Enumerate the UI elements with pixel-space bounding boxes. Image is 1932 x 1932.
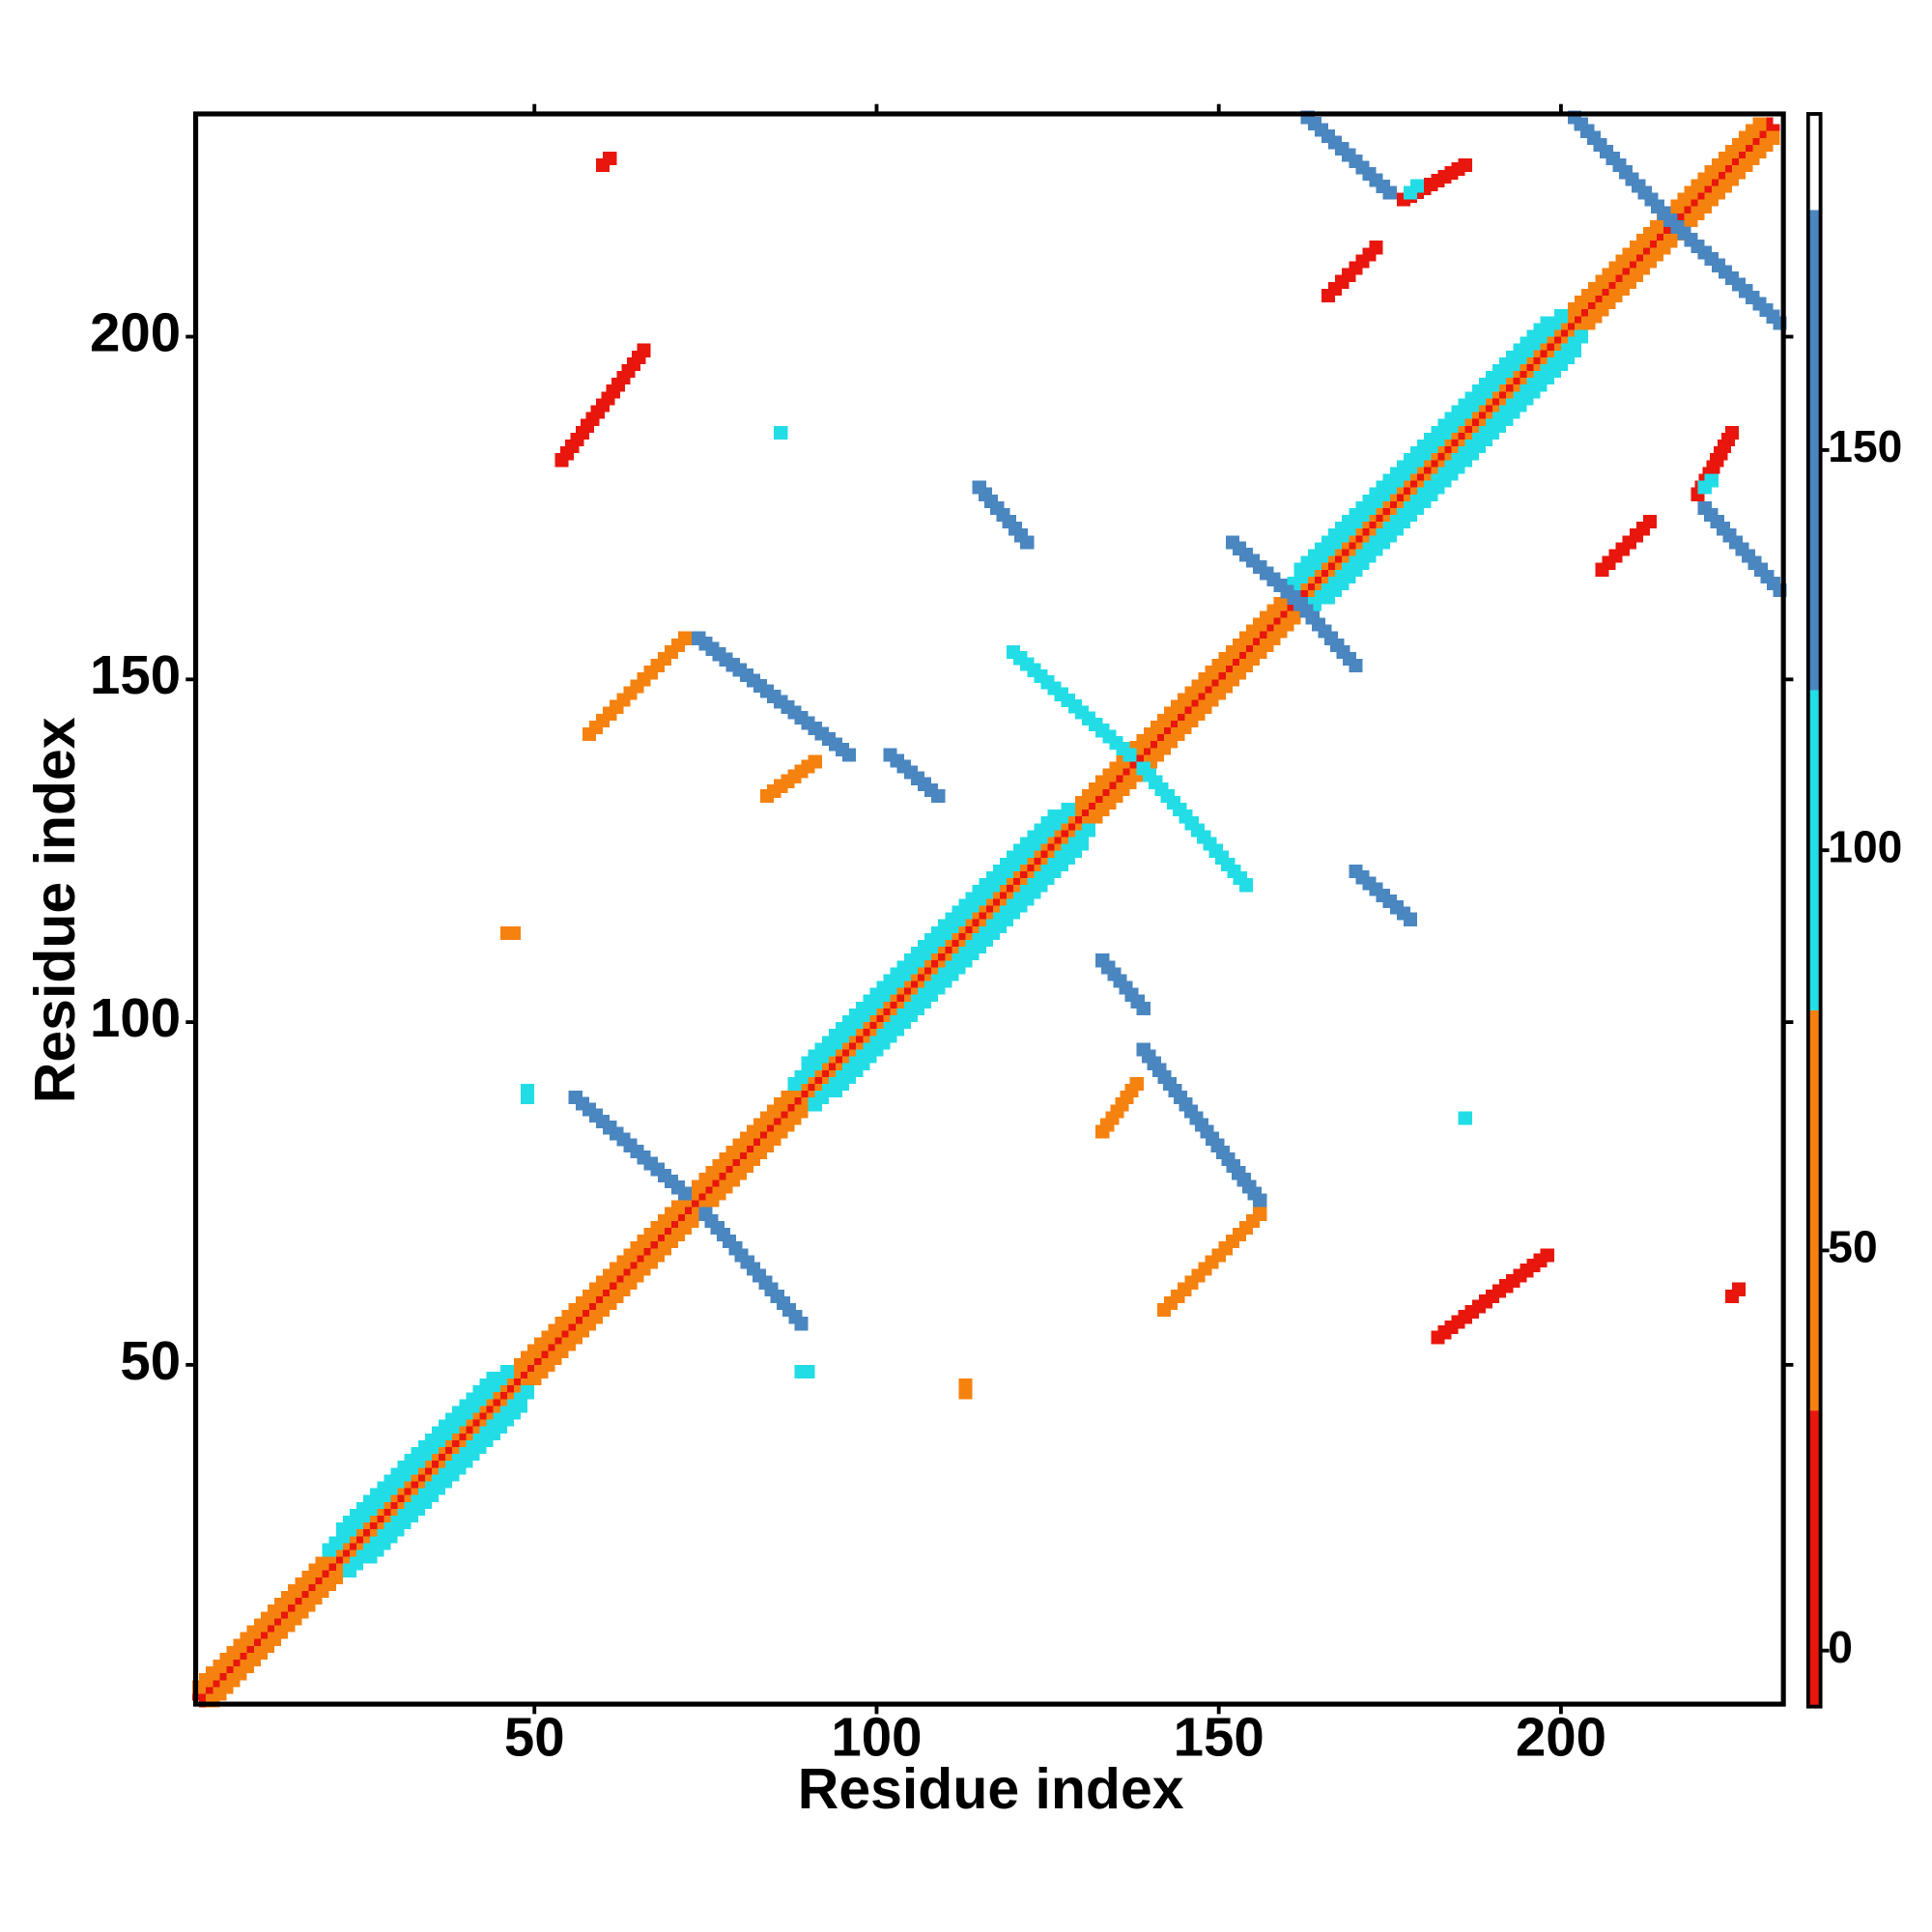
- contact-segment-mirror: [1595, 515, 1658, 577]
- contact-segment-mirror: [1156, 1207, 1267, 1318]
- contact-segment: [1293, 316, 1554, 577]
- contact-segment-mirror: [1431, 1248, 1554, 1345]
- contact-segment: [1567, 110, 1678, 228]
- contact-segment: [972, 480, 1035, 550]
- y-tick-label: 100: [90, 987, 181, 1048]
- contact-segment: [521, 1083, 535, 1105]
- contact-segment-mirror: [1458, 1111, 1472, 1125]
- contact-segment: [774, 425, 788, 440]
- colorbar-frame: [1805, 112, 1823, 1709]
- contact-segment: [883, 748, 946, 804]
- colorbar-tick-label: 100: [1828, 821, 1902, 871]
- contact-segment-mirror: [1697, 473, 1719, 495]
- contact-segment-mirror: [1724, 1282, 1747, 1304]
- contact-segment: [760, 754, 822, 804]
- contact-segment-mirror: [958, 1378, 973, 1400]
- colorbar-tick-label: 50: [1828, 1222, 1877, 1272]
- colorbar-tick-label: 150: [1828, 421, 1902, 471]
- plot-frame: [193, 111, 1786, 1707]
- x-tick-label: 200: [1516, 1706, 1606, 1767]
- contact-segment-mirror: [1287, 590, 1363, 673]
- contact-segment-mirror: [1349, 864, 1418, 926]
- contact-segment-mirror: [1136, 1042, 1267, 1208]
- y-axis-title: Residue index: [24, 717, 87, 1103]
- colorbar-band: [1807, 690, 1821, 1010]
- y-tick-label: 200: [90, 301, 181, 362]
- contact-segment: [499, 925, 522, 940]
- colorbar-tick-label: 0: [1828, 1622, 1853, 1672]
- colorbar-band: [1807, 210, 1821, 691]
- contact-segment-mirror: [1321, 343, 1582, 605]
- x-tick-label: 150: [1174, 1706, 1264, 1767]
- x-tick-label: 100: [831, 1706, 922, 1767]
- contact-segment-mirror: [1095, 1076, 1144, 1139]
- contact-segment-mirror: [363, 1399, 528, 1564]
- contact-segment: [801, 810, 1062, 1070]
- x-tick-label: 50: [504, 1706, 565, 1767]
- contact-segment: [1007, 644, 1137, 762]
- contact-segment: [1300, 110, 1397, 200]
- y-tick-label: 50: [120, 1330, 181, 1391]
- contact-segment-mirror: [794, 1364, 815, 1379]
- contact-segment-mirror: [1697, 500, 1787, 598]
- contact-cells: [192, 110, 1787, 1708]
- contact-segment: [554, 343, 651, 468]
- contact-segment: [692, 631, 857, 762]
- y-tick-label: 150: [90, 644, 181, 705]
- contact-segment-mirror: [1670, 219, 1787, 330]
- contact-segment: [1321, 241, 1383, 303]
- contact-segment: [582, 631, 693, 742]
- x-axis-title: Residue index: [798, 1758, 1184, 1821]
- contact-segment: [568, 1091, 693, 1201]
- contact-segment-mirror: [1136, 761, 1254, 893]
- contact-segment: [596, 151, 617, 173]
- contact-segment-mirror: [698, 1207, 809, 1331]
- colorbar-band: [1807, 113, 1821, 211]
- contact-segment-mirror: [1095, 953, 1151, 1015]
- contact-segment: [1403, 179, 1425, 200]
- colorbar-band: [1807, 1410, 1821, 1707]
- colorbar-band: [1807, 1009, 1821, 1411]
- contact-segment: [335, 1371, 500, 1537]
- contact-segment-mirror: [828, 837, 1090, 1098]
